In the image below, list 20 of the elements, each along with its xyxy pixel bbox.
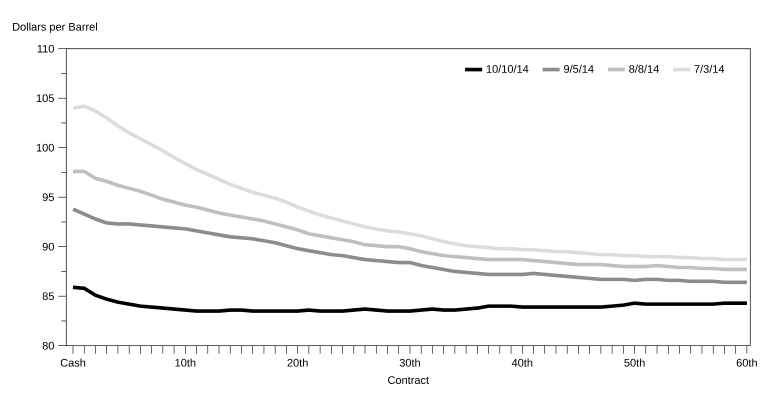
x-tick-label: 20th xyxy=(287,358,308,367)
y-tick-label: 80 xyxy=(42,342,54,350)
legend-label: 8/8/14 xyxy=(629,64,659,73)
x-tick-label: Cash xyxy=(60,358,86,367)
y-tick-label: 110 xyxy=(38,44,54,53)
x-tick-label: 60th xyxy=(736,358,757,367)
legend-label: 7/3/14 xyxy=(694,64,724,73)
y-tick-label: 85 xyxy=(42,292,54,300)
y-tick-label: 100 xyxy=(36,144,54,152)
x-tick-label: 30th xyxy=(400,358,420,367)
legend-label: 10/10/14 xyxy=(486,64,528,73)
x-tick-label: 40th xyxy=(512,358,532,367)
x-tick-label: 50th xyxy=(624,358,645,367)
y-axis-title: Dollars per Barrel xyxy=(13,22,97,33)
y-tick-label: 105 xyxy=(36,94,54,102)
y-tick-label: 90 xyxy=(42,242,54,251)
x-tick-label: 10th xyxy=(175,358,196,367)
legend-label: 9/5/14 xyxy=(564,64,594,73)
y-tick-label: 95 xyxy=(42,193,54,202)
x-axis-title: Contract xyxy=(388,376,429,384)
